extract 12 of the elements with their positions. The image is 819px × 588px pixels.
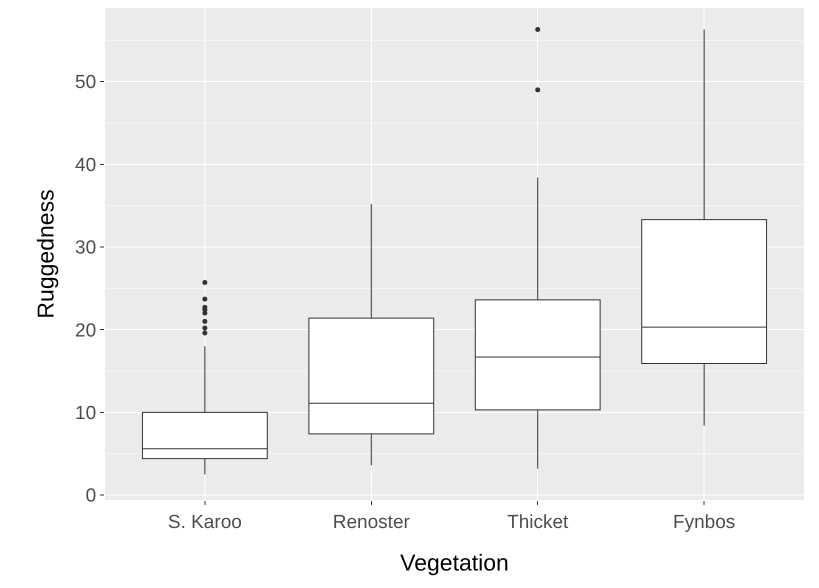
x-axis-title: Vegetation — [400, 549, 509, 576]
x-tick-label: Thicket — [507, 512, 570, 533]
y-tick-label: 40 — [75, 154, 96, 176]
y-tick-label: 0 — [86, 486, 96, 507]
x-tick-label: Renoster — [332, 512, 411, 533]
y-tick-label: 10 — [75, 403, 96, 424]
y-tick-label: 50 — [75, 72, 96, 94]
y-tick-label: 20 — [75, 320, 96, 342]
x-tick-label: Fynbos — [672, 512, 736, 533]
y-axis-title: Ruggedness — [32, 189, 59, 319]
x-tick-label: S. Karoo — [168, 512, 242, 533]
y-tick-label: 30 — [75, 238, 96, 259]
